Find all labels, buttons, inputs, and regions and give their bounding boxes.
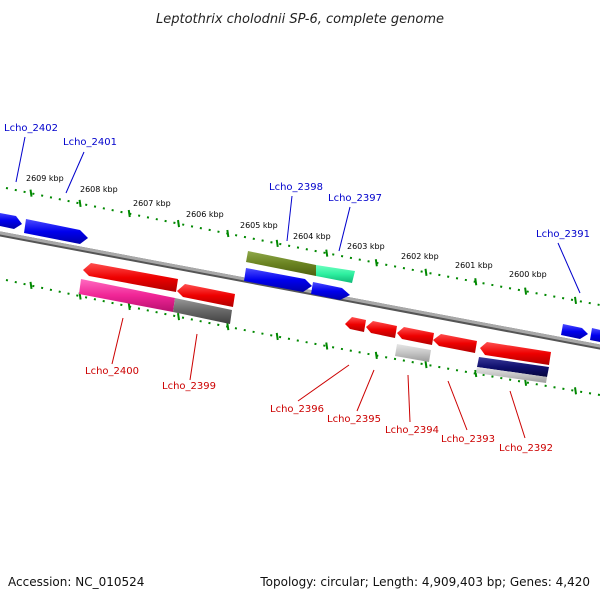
gene-arrow[interactable] xyxy=(316,265,355,283)
major-tick xyxy=(127,302,131,311)
gene-arrow[interactable] xyxy=(24,219,88,244)
scale-labels: 2609 kbp 2608 kbp 2607 kbp 2606 kbp 2605… xyxy=(26,174,547,279)
gene-arrow[interactable] xyxy=(177,284,235,307)
major-tick xyxy=(226,229,230,238)
major-tick xyxy=(474,369,478,378)
tick-label: 2603 kbp xyxy=(347,242,385,251)
gene-label[interactable]: Lcho_2399 xyxy=(162,381,216,392)
major-tick xyxy=(29,189,33,197)
label-leader xyxy=(509,390,526,439)
tick-label: 2601 kbp xyxy=(455,261,493,270)
tick-label: 2609 kbp xyxy=(26,174,64,183)
gene-arrow[interactable] xyxy=(345,317,366,332)
major-tick xyxy=(574,296,578,305)
major-tick xyxy=(424,268,428,276)
label-leader xyxy=(65,151,85,194)
map-title: Leptothrix cholodnii SP-6, complete geno… xyxy=(156,12,444,27)
major-tick xyxy=(325,249,329,257)
topology-text: Topology: circular; Length: 4,909,403 bp… xyxy=(259,575,590,589)
label-leader xyxy=(356,369,375,412)
accession-text: Accession: NC_010524 xyxy=(8,575,144,589)
reverse-gene-track xyxy=(79,263,551,383)
major-tick xyxy=(424,360,428,369)
gene-label[interactable]: Lcho_2395 xyxy=(327,414,381,425)
label-leader xyxy=(407,374,411,423)
label-leader xyxy=(111,317,124,365)
major-tick xyxy=(29,281,33,290)
major-tick xyxy=(474,278,478,286)
gene-label[interactable]: Lcho_2396 xyxy=(270,404,324,415)
gene-arrow[interactable] xyxy=(397,327,434,345)
gene-arrow[interactable] xyxy=(173,298,232,324)
label-leader xyxy=(286,195,293,242)
gene-arrow[interactable] xyxy=(366,321,397,338)
major-tick xyxy=(374,351,378,360)
tick-label: 2602 kbp xyxy=(401,252,439,261)
major-tick xyxy=(574,387,578,395)
gene-label[interactable]: Lcho_2402 xyxy=(4,123,58,134)
forward-gene-track xyxy=(0,212,600,343)
gene-arrow[interactable] xyxy=(0,212,22,229)
gene-arrow[interactable] xyxy=(246,251,316,276)
outer-major-ticks xyxy=(29,189,578,305)
tick-label: 2604 kbp xyxy=(293,232,331,241)
major-tick xyxy=(374,259,378,267)
gene-label[interactable]: Lcho_2401 xyxy=(63,137,117,148)
gene-label[interactable]: Lcho_2400 xyxy=(85,366,139,377)
gene-arrow[interactable] xyxy=(476,367,547,383)
reverse-gene-labels: Lcho_2400 Lcho_2399 Lcho_2396 Lcho_2395 … xyxy=(85,317,553,454)
inner-major-ticks xyxy=(29,281,578,395)
gene-arrow[interactable] xyxy=(480,342,551,365)
gene-arrow[interactable] xyxy=(590,328,600,343)
major-tick xyxy=(275,332,279,341)
major-tick xyxy=(177,312,181,321)
gene-arrow[interactable] xyxy=(83,263,178,292)
tick-label: 2600 kbp xyxy=(509,270,547,279)
gene-arrow[interactable] xyxy=(477,357,549,377)
tick-label: 2608 kbp xyxy=(80,185,118,194)
label-leader xyxy=(297,364,350,402)
gene-arrow[interactable] xyxy=(395,344,431,362)
gene-arrow[interactable] xyxy=(79,279,175,312)
major-tick xyxy=(78,199,82,208)
major-tick xyxy=(177,219,181,228)
gene-label[interactable]: Lcho_2397 xyxy=(328,193,382,204)
tick-label: 2605 kbp xyxy=(240,221,278,230)
gene-label[interactable]: Lcho_2398 xyxy=(269,182,323,193)
gene-label[interactable]: Lcho_2394 xyxy=(385,425,439,436)
label-leader xyxy=(557,242,581,294)
major-tick xyxy=(127,209,131,218)
forward-gene-labels: Lcho_2402 Lcho_2401 Lcho_2398 Lcho_2397 … xyxy=(4,123,590,294)
major-tick xyxy=(275,239,279,248)
major-tick xyxy=(226,322,230,331)
gene-arrow[interactable] xyxy=(244,268,312,292)
gene-label[interactable]: Lcho_2392 xyxy=(499,443,553,454)
gene-label[interactable]: Lcho_2393 xyxy=(441,434,495,445)
tick-label: 2606 kbp xyxy=(186,210,224,219)
major-tick xyxy=(524,287,528,295)
label-leader xyxy=(189,333,198,381)
tick-label: 2607 kbp xyxy=(133,199,171,208)
gene-arrow[interactable] xyxy=(311,282,350,300)
label-leader xyxy=(15,136,26,183)
label-leader xyxy=(338,206,351,252)
gene-arrow[interactable] xyxy=(561,324,588,339)
label-leader xyxy=(447,380,468,431)
gene-arrow[interactable] xyxy=(433,334,477,353)
major-tick xyxy=(325,342,329,350)
gene-label[interactable]: Lcho_2391 xyxy=(536,229,590,240)
